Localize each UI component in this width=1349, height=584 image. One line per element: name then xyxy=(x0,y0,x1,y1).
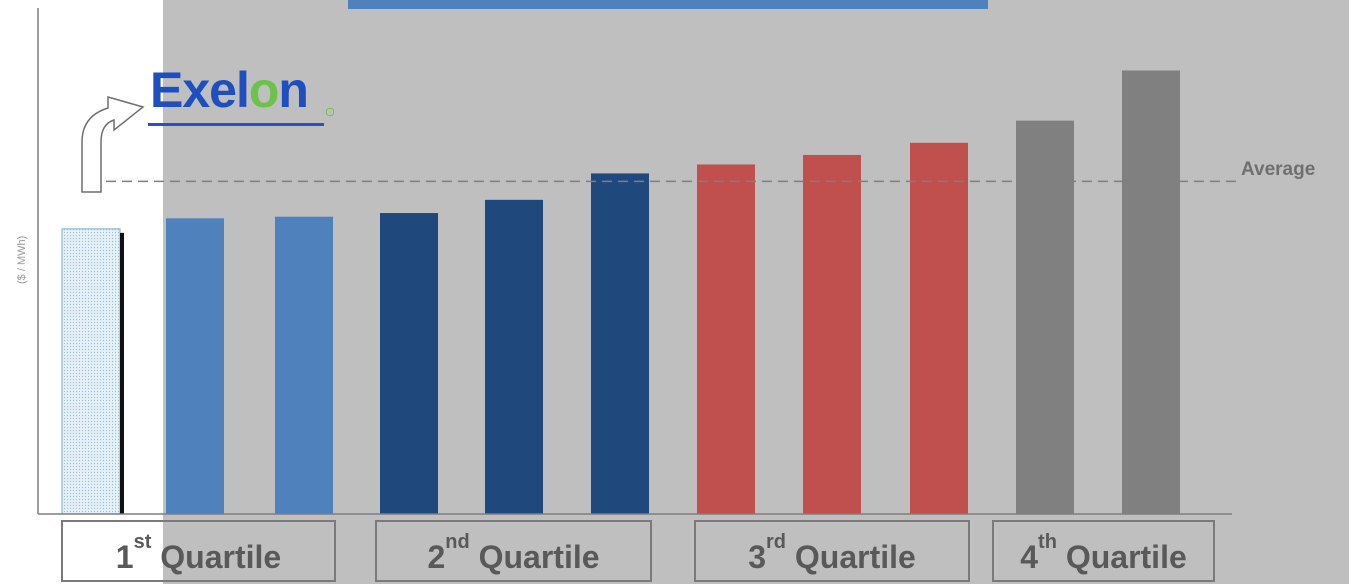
quartile-box-4: 4th Quartile xyxy=(992,520,1215,582)
average-label: Average xyxy=(1241,159,1316,180)
quartile-label-1: 1st Quartile xyxy=(115,531,282,575)
bar-11 xyxy=(1122,70,1180,514)
bar-6 xyxy=(591,173,649,514)
bars-layer xyxy=(61,70,1180,515)
bar-3 xyxy=(275,216,333,514)
logo-trademark-icon xyxy=(326,108,334,116)
logo-text-b: n xyxy=(278,62,309,118)
quartile-box-1: 1st Quartile xyxy=(61,520,336,582)
bar-8 xyxy=(803,154,861,514)
quartile-label-4: 4th Quartile xyxy=(1020,531,1187,575)
logo-text-o: o xyxy=(248,62,280,118)
bar-4 xyxy=(380,213,438,515)
bar-2 xyxy=(166,218,224,514)
bar-9 xyxy=(910,142,968,515)
curved-arrow-icon xyxy=(81,96,145,193)
bar-7 xyxy=(697,164,755,515)
quartile-box-3: 3rd Quartile xyxy=(694,520,970,582)
quartile-label-2: 2nd Quartile xyxy=(427,531,600,575)
bar-5 xyxy=(485,199,543,514)
logo-underline xyxy=(148,123,324,126)
bar-1 xyxy=(61,228,121,515)
quartile-box-2: 2nd Quartile xyxy=(375,520,652,582)
exelon-logo: Exelon xyxy=(150,62,309,118)
quartile-label-3: 3rd Quartile xyxy=(748,531,916,575)
bar-10 xyxy=(1016,120,1074,514)
bar-1-edge xyxy=(120,232,124,514)
logo-text-a: Exel xyxy=(150,62,250,118)
y-axis-label: ($ / MWh) xyxy=(16,235,28,284)
title-banner xyxy=(348,0,988,9)
